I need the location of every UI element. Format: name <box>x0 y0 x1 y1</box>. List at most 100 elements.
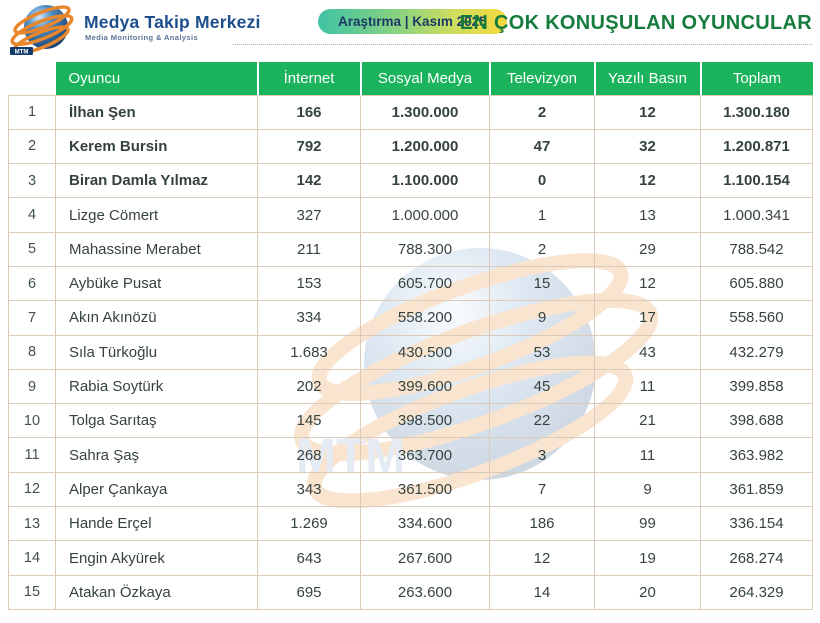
rank-cell: 13 <box>8 506 56 542</box>
table-row: 7 Akın Akınözü 334 558.200 9 17 558.560 <box>8 300 813 336</box>
rank-cell: 3 <box>8 163 56 199</box>
actor-name-cell: Kerem Bursin <box>55 128 258 165</box>
yazili-basin-cell: 13 <box>594 197 701 233</box>
internet-cell: 202 <box>257 368 361 405</box>
rank-cell: 2 <box>8 128 56 165</box>
yazili-basin-cell: 12 <box>594 94 701 130</box>
column-header-oyuncu: Oyuncu <box>55 62 258 95</box>
internet-cell: 145 <box>257 403 361 439</box>
toplam-cell: 1.200.871 <box>700 128 813 165</box>
internet-cell: 643 <box>257 540 361 576</box>
televizyon-cell: 3 <box>489 437 595 473</box>
table-row: 10 Tolga Sarıtaş 145 398.500 22 21 398.688 <box>8 403 813 439</box>
sosyal-medya-cell: 1.100.000 <box>360 163 490 199</box>
yazili-basin-cell: 11 <box>594 437 701 473</box>
actor-name-cell: Akın Akınözü <box>55 300 258 336</box>
sosyal-medya-cell: 1.200.000 <box>360 128 490 165</box>
table-row: 9 Rabia Soytürk 202 399.600 45 11 399.858 <box>8 368 813 405</box>
internet-cell: 1.269 <box>257 506 361 542</box>
rank-cell: 5 <box>8 231 56 267</box>
toplam-cell: 361.859 <box>700 471 813 508</box>
internet-cell: 211 <box>257 231 361 267</box>
actor-name-cell: Rabia Soytürk <box>55 368 258 405</box>
internet-cell: 792 <box>257 128 361 165</box>
column-header-toplam: Toplam <box>699 62 813 95</box>
sosyal-medya-cell: 430.500 <box>360 334 490 370</box>
televizyon-cell: 1 <box>489 197 595 233</box>
yazili-basin-cell: 9 <box>594 471 701 508</box>
yazili-basin-cell: 43 <box>594 334 701 370</box>
internet-cell: 343 <box>257 471 361 508</box>
televizyon-cell: 47 <box>489 128 595 165</box>
table-row: 6 Aybüke Pusat 153 605.700 15 12 605.880 <box>8 265 813 302</box>
table-row: 2 Kerem Bursin 792 1.200.000 47 32 1.200.871 <box>8 128 813 165</box>
toplam-cell: 1.300.180 <box>700 94 813 130</box>
internet-cell: 334 <box>257 300 361 336</box>
toplam-cell: 363.982 <box>700 437 813 473</box>
rank-cell: 7 <box>8 300 56 336</box>
rank-cell: 15 <box>8 574 56 610</box>
toplam-cell: 268.274 <box>700 540 813 576</box>
most-talked-actors-table: Oyuncu İnternet Sosyal Medya Televizyon … <box>8 62 813 610</box>
internet-cell: 327 <box>257 197 361 233</box>
table-row: 13 Hande Erçel 1.269 334.600 186 99 336.154 <box>8 506 813 542</box>
televizyon-cell: 45 <box>489 368 595 405</box>
sosyal-medya-cell: 1.000.000 <box>360 197 490 233</box>
header-divider <box>233 44 812 45</box>
televizyon-cell: 0 <box>489 163 595 199</box>
toplam-cell: 399.858 <box>700 368 813 405</box>
actor-name-cell: Tolga Sarıtaş <box>55 403 258 439</box>
sosyal-medya-cell: 558.200 <box>360 300 490 336</box>
televizyon-cell: 14 <box>489 574 595 610</box>
actor-name-cell: Lizge Cömert <box>55 197 258 233</box>
yazili-basin-cell: 11 <box>594 368 701 405</box>
televizyon-cell: 7 <box>489 471 595 508</box>
internet-cell: 268 <box>257 437 361 473</box>
sosyal-medya-cell: 1.300.000 <box>360 94 490 130</box>
actor-name-cell: İlhan Şen <box>55 94 258 130</box>
actor-name-cell: Engin Akyürek <box>55 540 258 576</box>
actor-name-cell: Sıla Türkoğlu <box>55 334 258 370</box>
toplam-cell: 605.880 <box>700 265 813 302</box>
sosyal-medya-cell: 361.500 <box>360 471 490 508</box>
actor-name-cell: Alper Çankaya <box>55 471 258 508</box>
table-row: 5 Mahassine Merabet 211 788.300 2 29 788.542 <box>8 231 813 267</box>
table-header: Oyuncu İnternet Sosyal Medya Televizyon … <box>9 62 813 95</box>
toplam-cell: 398.688 <box>700 403 813 439</box>
table-row: 14 Engin Akyürek 643 267.600 12 19 268.274 <box>8 540 813 576</box>
internet-cell: 166 <box>257 94 361 130</box>
televizyon-cell: 53 <box>489 334 595 370</box>
televizyon-cell: 12 <box>489 540 595 576</box>
internet-cell: 1.683 <box>257 334 361 370</box>
research-date-badge: Araştırma | Kasım 2025 <box>318 9 507 34</box>
toplam-cell: 1.100.154 <box>700 163 813 199</box>
rank-cell: 8 <box>8 334 56 370</box>
sosyal-medya-cell: 398.500 <box>360 403 490 439</box>
yazili-basin-cell: 12 <box>594 265 701 302</box>
column-header-televizyon: Televizyon <box>488 62 595 95</box>
column-header-internet: İnternet <box>256 62 361 95</box>
report-header: MTM Medya Takip Merkezi Media Monitoring… <box>0 0 820 58</box>
page-title: EN ÇOK KONUŞULAN OYUNCULAR <box>459 12 812 34</box>
sosyal-medya-cell: 399.600 <box>360 368 490 405</box>
rank-cell: 12 <box>8 471 56 508</box>
sosyal-medya-cell: 605.700 <box>360 265 490 302</box>
yazili-basin-cell: 19 <box>594 540 701 576</box>
table-row: 3 Biran Damla Yılmaz 142 1.100.000 0 12 1.100.… <box>8 163 813 199</box>
table-body: 1 İlhan Şen 166 1.300.000 2 12 1.300.180 2 Kerem… <box>8 94 813 610</box>
televizyon-cell: 2 <box>489 94 595 130</box>
table-row: 4 Lizge Cömert 327 1.000.000 1 13 1.000.341 <box>8 197 813 233</box>
yazili-basin-cell: 32 <box>594 128 701 165</box>
yazili-basin-cell: 20 <box>594 574 701 610</box>
televizyon-cell: 9 <box>489 300 595 336</box>
toplam-cell: 1.000.341 <box>700 197 813 233</box>
table-row: 11 Sahra Şaş 268 363.700 3 11 363.982 <box>8 437 813 473</box>
mtm-logo-icon: MTM <box>10 5 74 56</box>
table-row: 15 Atakan Özkaya 695 263.600 14 20 264.329 <box>8 574 813 610</box>
column-header-sosyal-medya: Sosyal Medya <box>359 62 490 95</box>
rank-cell: 4 <box>8 197 56 233</box>
sosyal-medya-cell: 263.600 <box>360 574 490 610</box>
toplam-cell: 558.560 <box>700 300 813 336</box>
brand-name: Medya Takip Merkezi <box>84 12 261 32</box>
televizyon-cell: 2 <box>489 231 595 267</box>
